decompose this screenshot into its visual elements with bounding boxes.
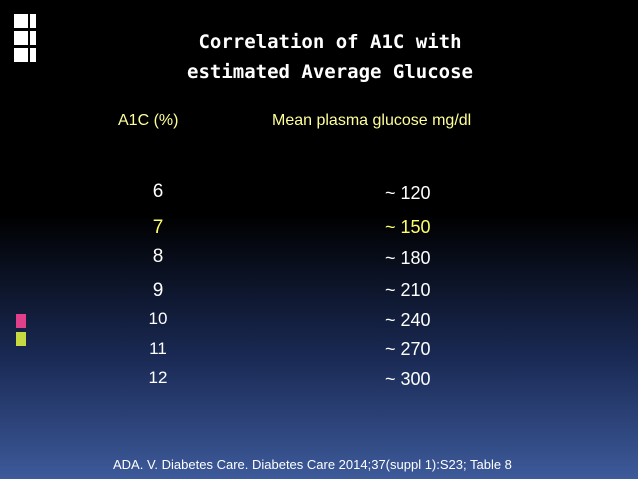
a1c-value: 7 <box>152 217 164 238</box>
glucose-value: ~ 210 <box>385 280 431 300</box>
decor <box>30 48 36 62</box>
citation: ADA. V. Diabetes Care. Diabetes Care 201… <box>113 457 512 472</box>
a1c-value: 6 <box>152 181 164 202</box>
glucose-value: ~ 150 <box>385 217 431 237</box>
title-line: estimated Average Glucose <box>187 61 473 83</box>
glucose-value: ~ 180 <box>385 248 431 268</box>
column-header: A1C (%) <box>118 112 179 129</box>
a1c-value: 10 <box>148 309 168 328</box>
glucose-value: ~ 240 <box>385 310 431 330</box>
a1c-value: 9 <box>152 280 164 301</box>
a1c-value: 8 <box>152 246 164 267</box>
decor <box>30 14 36 28</box>
decor <box>16 314 26 328</box>
glucose-value: ~ 120 <box>385 183 431 203</box>
decor <box>14 48 28 62</box>
a1c-value: 11 <box>149 339 167 358</box>
decor <box>16 332 26 346</box>
decor <box>14 31 28 45</box>
decor <box>30 31 36 45</box>
decor <box>14 14 28 28</box>
title-line: Correlation of A1C with <box>198 31 462 53</box>
a1c-value: 12 <box>148 368 168 387</box>
glucose-value: ~ 300 <box>385 369 431 389</box>
glucose-value: ~ 270 <box>385 339 431 359</box>
column-header: Mean plasma glucose mg/dl <box>272 112 472 129</box>
